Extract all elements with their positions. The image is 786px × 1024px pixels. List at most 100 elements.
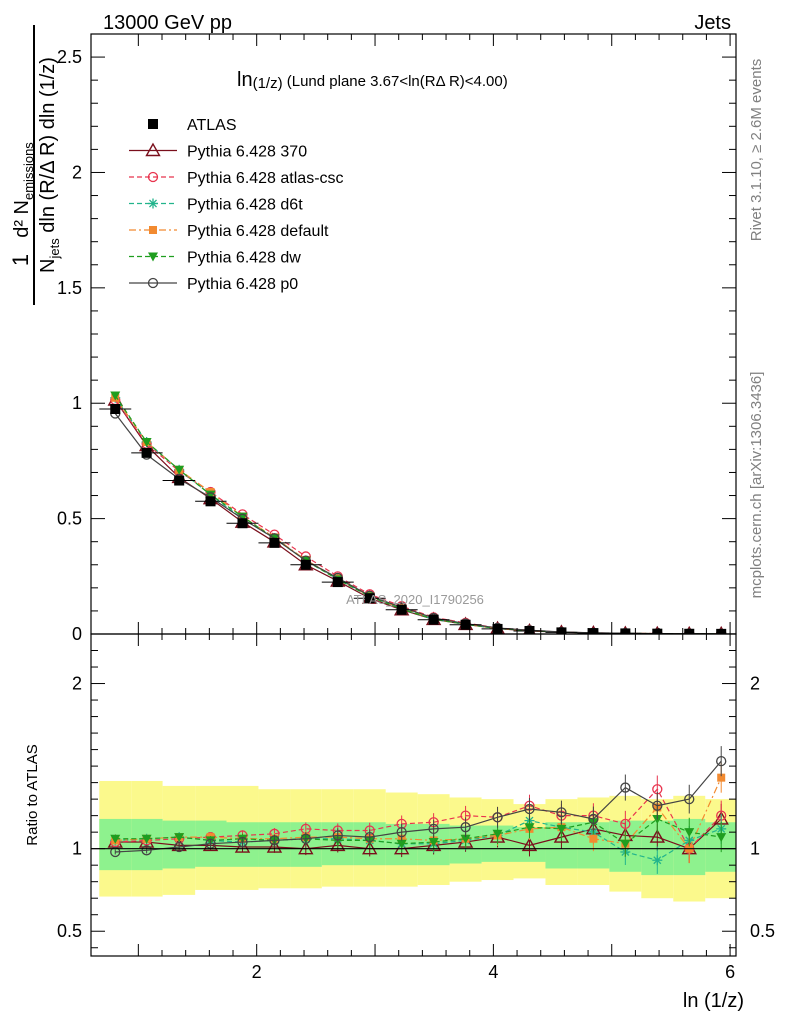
legend-entry: Pythia 6.428 atlas-csc <box>129 170 344 187</box>
ratio-plot <box>91 746 736 902</box>
ratio-series-point <box>620 818 631 830</box>
ratio-series-point <box>684 793 695 805</box>
data-point <box>364 593 375 604</box>
ratio-series-point <box>269 835 280 846</box>
y-label-denominator: Njets dln (R/Δ R) dln (1/z) <box>37 57 62 273</box>
data-point <box>269 537 280 548</box>
x-tick-label: 2 <box>252 962 262 982</box>
ratio-y-axis-label: Ratio to ATLAS <box>24 744 41 845</box>
data-point <box>428 614 439 625</box>
legend-marker <box>148 198 158 209</box>
star-arm <box>653 856 662 865</box>
x-tick-label: 4 <box>488 962 498 982</box>
ratio-series-point <box>298 840 314 855</box>
ratio-plot-frame <box>90 633 737 957</box>
ratio-series-point <box>716 755 727 767</box>
y-tick-label: 2 <box>72 162 82 182</box>
data-point <box>492 623 503 634</box>
legend-entry: Pythia 6.428 370 <box>129 142 307 161</box>
analysis-watermark: ATLAS_2020_I1790256 <box>346 592 484 607</box>
ratio-series-point <box>588 813 599 825</box>
data-point <box>332 577 343 588</box>
legend-entry: Pythia 6.428 p0 <box>129 276 298 293</box>
main-plot-title: ln(1/z) (Lund plane 3.67<ln(RΔ R)<4.00) <box>237 69 508 92</box>
series-line <box>114 395 722 634</box>
legend-label: Pythia 6.428 370 <box>187 144 307 161</box>
data-point <box>524 626 535 634</box>
ratio-series-point <box>553 829 570 843</box>
legend-entry: Pythia 6.428 d6t <box>129 197 303 214</box>
legend-entry: ATLAS <box>148 117 237 134</box>
rivet-version-label: Rivet 3.1.10, ≥ 2.6M events <box>748 59 765 242</box>
legend-label: Pythia 6.428 default <box>187 223 329 240</box>
ratio-series-point <box>332 830 343 841</box>
y-tick-label: 0.5 <box>57 509 82 529</box>
legend-marker <box>147 277 159 289</box>
legend-entry: Pythia 6.428 dw <box>129 250 301 267</box>
ratio-y-tick-label-right: 1 <box>750 839 760 859</box>
ratio-series-point <box>110 846 121 858</box>
ratio-series-point <box>174 841 185 853</box>
y-label-numerator: d² Nemissions <box>11 142 36 238</box>
ratio-series-point <box>620 782 631 793</box>
series-point <box>110 391 121 401</box>
ratio-series-point <box>393 840 410 855</box>
y-label-one: 1 <box>8 254 33 266</box>
ratio-series-line <box>115 777 722 850</box>
ratio-series-point <box>524 803 535 815</box>
ratio-series-point <box>652 800 663 811</box>
ratio-series-point <box>649 829 665 843</box>
ratio-series-point <box>589 834 598 843</box>
ratio-y-tick-label: 0.5 <box>57 921 82 941</box>
legend-marker <box>147 171 159 183</box>
legend-marker <box>149 226 157 234</box>
ratio-series-point <box>141 834 152 844</box>
data-point <box>205 496 216 507</box>
star-arm <box>149 199 157 208</box>
ratio-series-point <box>174 833 185 843</box>
legend-label: Pythia 6.428 d6t <box>187 197 303 214</box>
ratio-series-point <box>716 833 727 843</box>
legend-entry: Pythia 6.428 default <box>129 223 329 240</box>
ratio-series-point <box>237 836 248 848</box>
x-tick-label: 6 <box>725 962 735 982</box>
main-axes: 0 0.5 1 1.5 2 2.5 <box>57 33 736 644</box>
ratio-series-point <box>428 838 439 848</box>
data-point <box>460 619 471 630</box>
ratio-series-point <box>556 807 567 818</box>
ratio-series-point <box>652 855 663 866</box>
header-jets-label: Jets <box>694 12 731 34</box>
ratio-series-point <box>492 812 503 823</box>
data-point <box>300 559 311 570</box>
ratio-series-point <box>234 839 251 853</box>
ratio-series-point <box>492 829 503 839</box>
ratio-series-point <box>684 828 695 838</box>
y-tick-label: 0 <box>72 624 82 644</box>
data-point <box>237 518 248 529</box>
x-axis-label: ln (1/z) <box>683 990 744 1012</box>
ratio-series-line <box>115 818 722 845</box>
y-tick-label: 1 <box>72 393 82 413</box>
data-point <box>396 604 407 615</box>
ratio-series-point <box>717 773 726 782</box>
ratio-series-point <box>460 822 471 833</box>
legend: ATLAS Pythia 6.428 370 Pythia 6.428 atlas-… <box>129 117 344 293</box>
y-tick-label: 1.5 <box>57 278 82 298</box>
legend-marker <box>148 119 158 129</box>
data-point <box>110 404 121 414</box>
ratio-series-point <box>556 824 567 834</box>
series-point <box>141 437 152 447</box>
legend-label: Pythia 6.428 atlas-csc <box>187 170 344 187</box>
ratio-series-point <box>141 845 152 856</box>
ratio-series-point <box>330 837 346 852</box>
ratio-y-tick-label: 1 <box>72 839 82 859</box>
legend-label: Pythia 6.428 p0 <box>187 276 298 293</box>
ratio-series-point <box>266 839 283 853</box>
legend-label: Pythia 6.428 dw <box>187 250 301 267</box>
data-point <box>716 628 727 634</box>
ratio-series-point <box>362 840 378 855</box>
ratio-series-line <box>115 760 722 853</box>
ratio-y-tick-label: 2 <box>72 674 82 694</box>
ratio-y-tick-label-right: 0.5 <box>750 921 775 941</box>
